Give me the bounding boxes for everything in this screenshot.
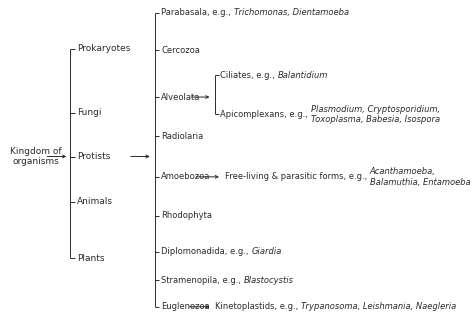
Text: Trypanosoma, Leishmania, Naegleria: Trypanosoma, Leishmania, Naegleria: [301, 302, 456, 311]
Text: Ciliates, e.g.,: Ciliates, e.g.,: [220, 71, 278, 80]
Text: Animals: Animals: [77, 198, 113, 206]
Text: Balantidium: Balantidium: [278, 71, 328, 80]
Text: Kingdom of
organisms: Kingdom of organisms: [10, 147, 62, 166]
Text: Protists: Protists: [77, 152, 110, 161]
Text: Cercozoa: Cercozoa: [161, 46, 200, 54]
Text: Plants: Plants: [77, 254, 104, 263]
Text: Rhodophyta: Rhodophyta: [161, 212, 212, 220]
Text: Acanthamoeba,
Balamuthia, Entamoeba: Acanthamoeba, Balamuthia, Entamoeba: [370, 167, 470, 187]
Text: Prokaryotes: Prokaryotes: [77, 44, 130, 53]
Text: Euglenozoa: Euglenozoa: [161, 302, 210, 311]
Text: Kinetoplastids, e.g.,: Kinetoplastids, e.g.,: [215, 302, 301, 311]
Text: Apicomplexans, e.g.,: Apicomplexans, e.g.,: [220, 110, 311, 119]
Text: Giardia: Giardia: [251, 248, 282, 256]
Text: Free-living & parasitic forms, e.g.,: Free-living & parasitic forms, e.g.,: [225, 172, 370, 181]
Text: Parabasala, e.g.,: Parabasala, e.g.,: [161, 8, 234, 17]
Text: Diplomonadida, e.g.,: Diplomonadida, e.g.,: [161, 248, 251, 256]
Text: Trichomonas, Dientamoeba: Trichomonas, Dientamoeba: [234, 8, 349, 17]
Text: Stramenopila, e.g.,: Stramenopila, e.g.,: [161, 276, 244, 285]
Text: Plasmodium, Cryptosporidium,
Toxoplasma, Babesia, Isospora: Plasmodium, Cryptosporidium, Toxoplasma,…: [311, 105, 440, 124]
Text: Fungi: Fungi: [77, 108, 101, 117]
Text: Amoebozoa: Amoebozoa: [161, 172, 210, 181]
Text: Radiolaria: Radiolaria: [161, 132, 203, 141]
Text: Alveolata: Alveolata: [161, 93, 201, 101]
Text: Blastocystis: Blastocystis: [244, 276, 294, 285]
